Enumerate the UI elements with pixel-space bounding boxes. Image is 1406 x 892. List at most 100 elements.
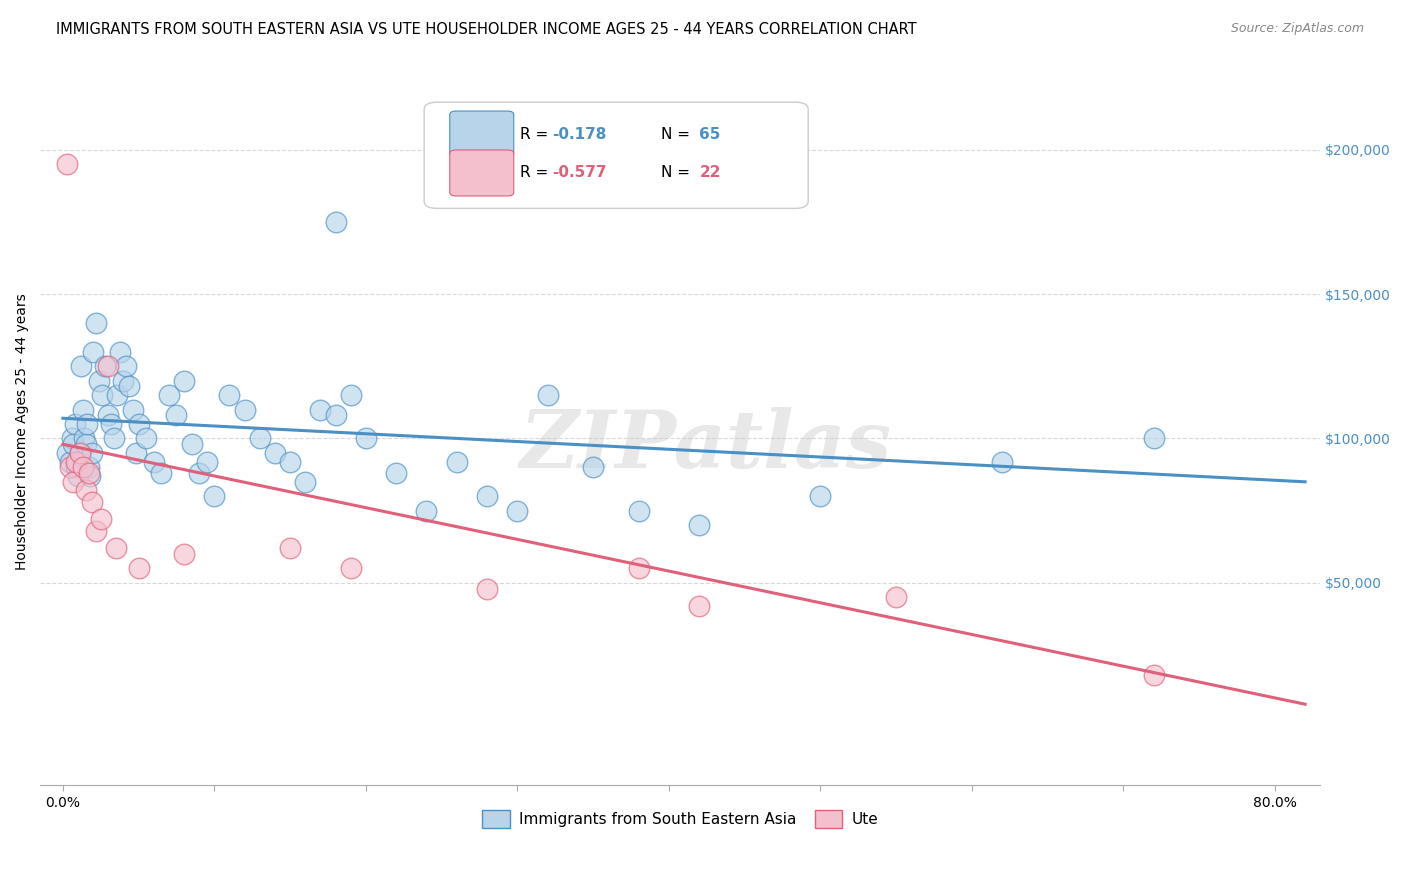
Point [90,512,112,526]
Point [80,446,103,460]
Point [62,475,84,489]
Point [65,460,87,475]
Point [294,475,316,489]
Point [688,599,710,613]
Point [325,215,347,229]
Point [82,344,104,359]
Point [66,469,89,483]
Point [688,518,710,533]
Point [157,388,180,402]
Point [278,454,301,468]
Point [115,359,138,374]
Point [59,460,82,475]
Point [73,432,96,446]
Point [506,504,529,518]
Text: 22: 22 [699,166,721,180]
Point [80,495,103,509]
Point [110,344,132,359]
Point [69,446,91,460]
Point [97,359,120,374]
Point [77,460,100,475]
Point [63,417,86,431]
Point [582,460,605,475]
Point [65,454,87,468]
Point [128,561,150,575]
Point [104,541,127,556]
Point [884,591,907,605]
Point [75,483,97,498]
Point [89,374,111,388]
Point [100,417,122,431]
Point [188,466,211,480]
Text: R =: R = [520,166,554,180]
Point [135,432,157,446]
Point [56,446,79,460]
Text: -0.178: -0.178 [553,127,606,142]
Point [475,582,498,596]
Point [354,432,377,446]
Point [166,409,188,423]
Point [446,454,468,468]
Y-axis label: Householder Income Ages 25 - 44 years: Householder Income Ages 25 - 44 years [15,293,30,570]
Point [97,409,120,423]
Point [475,489,498,503]
Point [112,374,135,388]
Point [808,489,831,503]
Point [627,561,650,575]
FancyBboxPatch shape [450,150,513,196]
Point [249,432,271,446]
Point [339,388,361,402]
Text: 65: 65 [699,127,721,142]
Point [627,504,650,518]
Text: N =: N = [661,166,695,180]
Point [142,454,165,468]
Point [84,524,107,538]
Point [59,454,82,468]
Text: -0.577: -0.577 [553,166,606,180]
Point [77,466,100,480]
Point [1142,432,1164,446]
Point [60,432,83,446]
Point [56,157,79,171]
Text: ZIPatlas: ZIPatlas [520,407,891,484]
Point [79,469,101,483]
Point [75,437,97,451]
Point [385,466,408,480]
Legend: Immigrants from South Eastern Asia, Ute: Immigrants from South Eastern Asia, Ute [477,805,884,834]
Point [180,437,202,451]
Text: IMMIGRANTS FROM SOUTH EASTERN ASIA VS UTE HOUSEHOLDER INCOME AGES 25 - 44 YEARS : IMMIGRANTS FROM SOUTH EASTERN ASIA VS UT… [56,22,917,37]
Point [173,374,195,388]
Point [150,466,173,480]
Point [991,454,1014,468]
Point [69,446,91,460]
Point [128,417,150,431]
Point [264,446,287,460]
Point [536,388,558,402]
Point [84,316,107,330]
Point [94,359,117,374]
Point [121,402,143,417]
Point [325,409,347,423]
Point [91,388,114,402]
Point [72,460,94,475]
FancyBboxPatch shape [425,103,808,209]
Point [124,446,146,460]
Text: N =: N = [661,127,695,142]
Point [62,437,84,451]
Text: Source: ZipAtlas.com: Source: ZipAtlas.com [1230,22,1364,36]
Point [233,402,256,417]
Point [173,547,195,561]
Point [415,504,437,518]
FancyBboxPatch shape [450,111,513,157]
Point [278,541,301,556]
Point [339,561,361,575]
Point [72,402,94,417]
Point [105,388,128,402]
Point [1142,668,1164,682]
Point [309,402,332,417]
Point [70,359,93,374]
Text: R =: R = [520,127,554,142]
Point [202,489,225,503]
Point [195,454,218,468]
Point [118,379,141,393]
